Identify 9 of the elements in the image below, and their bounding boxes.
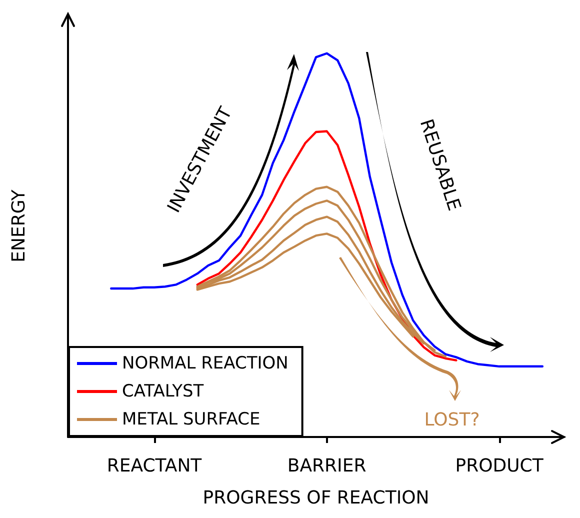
legend-label: CATALYST <box>122 382 204 402</box>
x-tick-label: BARRIER <box>287 456 366 476</box>
y-axis-title: ENERGY <box>8 188 30 262</box>
x-axis-title: PROGRESS OF REACTION <box>202 488 430 508</box>
annotation: LOST? <box>424 410 480 430</box>
legend-label: METAL SURFACE <box>122 410 260 430</box>
x-tick-label: REACTANT <box>106 456 203 476</box>
x-tick-label: PRODUCT <box>455 456 544 476</box>
legend-label: NORMAL REACTION <box>122 354 288 374</box>
